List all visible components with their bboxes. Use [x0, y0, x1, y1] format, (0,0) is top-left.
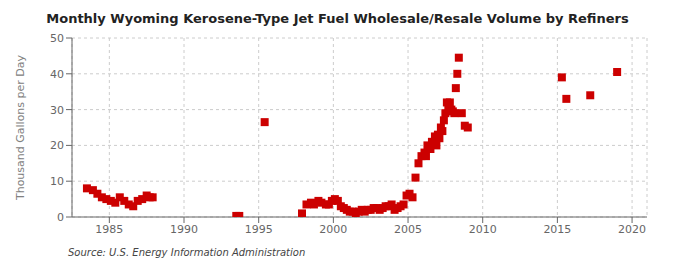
svg-text:2020: 2020	[618, 223, 646, 236]
svg-text:2000: 2000	[319, 223, 347, 236]
html-text:Source: U.S. Energy Informatio: Source: U.S. Energy Information Administ…	[68, 247, 306, 258]
svg-text:0: 0	[57, 211, 64, 224]
html-text:Monthly Wyoming Kerosene-Type: Monthly Wyoming Kerosene-Type Jet Fuel W…	[46, 11, 629, 26]
svg-text:20: 20	[50, 139, 64, 152]
svg-text:1995: 1995	[245, 223, 273, 236]
svg-text:Thousand Gallons per Day: Thousand Gallons per Day	[14, 54, 27, 201]
svg-text:40: 40	[50, 68, 64, 81]
svg-text:2005: 2005	[394, 223, 422, 236]
svg-text:2015: 2015	[543, 223, 571, 236]
svg-text:50: 50	[50, 32, 64, 45]
svg-text:1985: 1985	[95, 223, 123, 236]
svg-text:2010: 2010	[469, 223, 497, 236]
svg-text:30: 30	[50, 104, 64, 117]
svg-text:1990: 1990	[170, 223, 198, 236]
svg-text:10: 10	[50, 175, 64, 188]
